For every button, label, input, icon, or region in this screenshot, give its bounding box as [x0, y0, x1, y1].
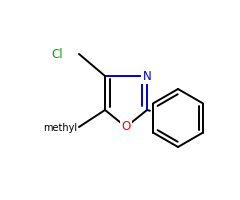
- Text: N: N: [143, 70, 151, 82]
- Text: O: O: [121, 120, 131, 134]
- Text: methyl: methyl: [43, 123, 77, 133]
- Text: Cl: Cl: [51, 47, 63, 60]
